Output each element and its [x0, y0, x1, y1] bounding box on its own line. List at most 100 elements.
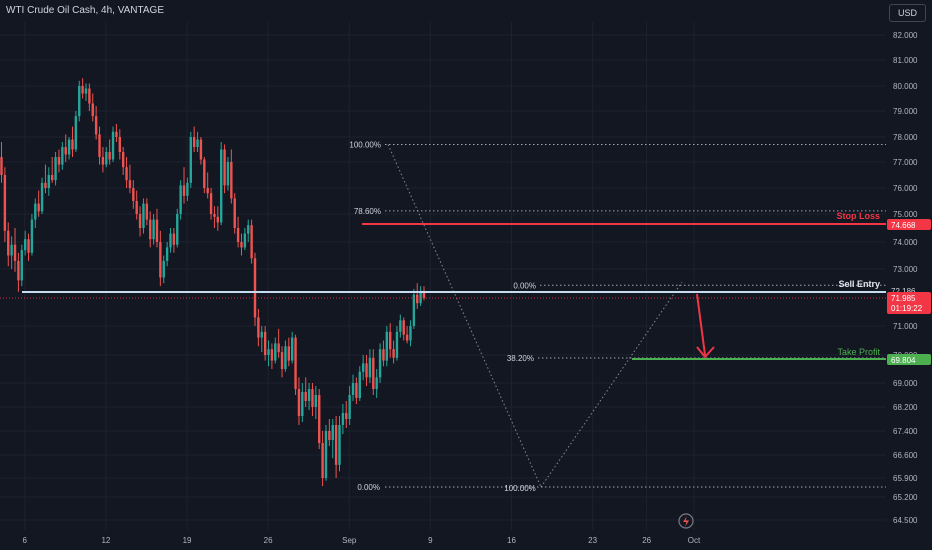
candle [182, 167, 186, 204]
candle [23, 230, 27, 256]
candle-body [331, 425, 334, 440]
candle [399, 314, 402, 338]
take-profit-price-label-box [887, 354, 931, 365]
candle [392, 340, 395, 364]
candle [284, 340, 287, 372]
candle [209, 188, 213, 220]
candle-body [206, 188, 209, 194]
candle-body [74, 116, 78, 150]
candle-body [27, 239, 30, 253]
candle [162, 255, 165, 284]
candle [297, 377, 301, 425]
candle-body [0, 157, 3, 175]
candle-body [392, 349, 395, 358]
sell-arrow [696, 293, 706, 356]
candle-body [186, 182, 189, 196]
trade-levels: Sell Entry Stop Loss Take Profit [0, 211, 886, 360]
candle [98, 126, 101, 165]
candle [324, 425, 328, 481]
candle-body [111, 131, 115, 160]
replay-icon[interactable] [678, 513, 694, 529]
candle-body [34, 203, 37, 220]
candle-body [3, 175, 7, 231]
candle [318, 389, 321, 449]
candle-body [416, 294, 419, 304]
candle [267, 340, 270, 367]
candle [145, 198, 149, 226]
candle-body [78, 86, 81, 117]
candle-body [17, 260, 20, 281]
candle-body [351, 383, 355, 395]
candle [290, 331, 294, 364]
candle-body [321, 443, 324, 478]
candle-body [108, 152, 111, 160]
candle [412, 288, 416, 329]
candle-body [203, 159, 206, 188]
candle [257, 308, 260, 347]
candle [226, 157, 230, 191]
candle-body [240, 242, 243, 248]
candle [311, 383, 314, 416]
candle [51, 157, 54, 183]
price-tick-label: 75.000 [893, 210, 918, 219]
candle-body [267, 349, 270, 355]
price-tick-label: 64.500 [893, 516, 918, 525]
time-tick-label: 9 [428, 536, 433, 545]
candle-body [7, 230, 10, 256]
candle-body [260, 331, 263, 338]
candle [30, 214, 34, 256]
price-tick-label: 66.600 [893, 451, 918, 460]
fib-level-label: 100.00% [349, 141, 381, 150]
candle [307, 383, 311, 410]
candle [402, 317, 405, 341]
candle-body [176, 214, 179, 245]
currency-button[interactable]: USD [889, 4, 926, 22]
candle-body [311, 389, 314, 407]
price-axis[interactable]: 82.000 81.000 80.000 79.000 78.000 77.000 76.0… [893, 31, 918, 525]
candle-body [192, 137, 196, 147]
candle-body [274, 343, 277, 361]
price-tick-label: 77.000 [893, 158, 918, 167]
price-tick-label: 65.200 [893, 493, 918, 502]
candle [385, 326, 389, 367]
candle-body [284, 346, 287, 369]
candle-body [125, 167, 128, 181]
candle [280, 346, 284, 378]
candle-body [64, 147, 67, 155]
candle-body [149, 219, 152, 240]
candle-body [361, 363, 365, 372]
candle-body [57, 157, 61, 165]
candle-body [318, 395, 321, 443]
candle-body [236, 228, 240, 242]
candle [314, 386, 318, 419]
candle [203, 157, 206, 194]
time-tick-label: 16 [507, 536, 516, 545]
time-axis[interactable]: 6 12 19 26 Sep 9 16 23 26 Oct [23, 536, 701, 545]
candle-body [250, 225, 253, 259]
candle [243, 228, 247, 251]
sell-arrow-head [696, 346, 715, 359]
time-tick-label: 26 [264, 536, 273, 545]
price-tick-label: 78.000 [893, 133, 918, 142]
candle-body [216, 216, 220, 223]
candle-body [422, 291, 426, 298]
candle-body [263, 331, 267, 355]
candle [152, 214, 155, 245]
candle [375, 369, 378, 398]
candle [34, 198, 37, 228]
candle-body [132, 188, 135, 201]
candle [172, 228, 176, 253]
candle-body [243, 233, 247, 248]
candle [199, 137, 203, 165]
candle-body [226, 162, 230, 186]
candle [253, 252, 257, 326]
candle-body [338, 425, 341, 465]
candle [263, 326, 267, 361]
candle-body [84, 88, 88, 94]
fibonacci-retracements: 100.00% 78.60% 0.00% 38.20% 0.00% 100.00% [349, 141, 886, 493]
candle [328, 419, 331, 446]
candle-body [389, 331, 392, 350]
candle [20, 244, 23, 287]
candle-body [297, 389, 301, 416]
